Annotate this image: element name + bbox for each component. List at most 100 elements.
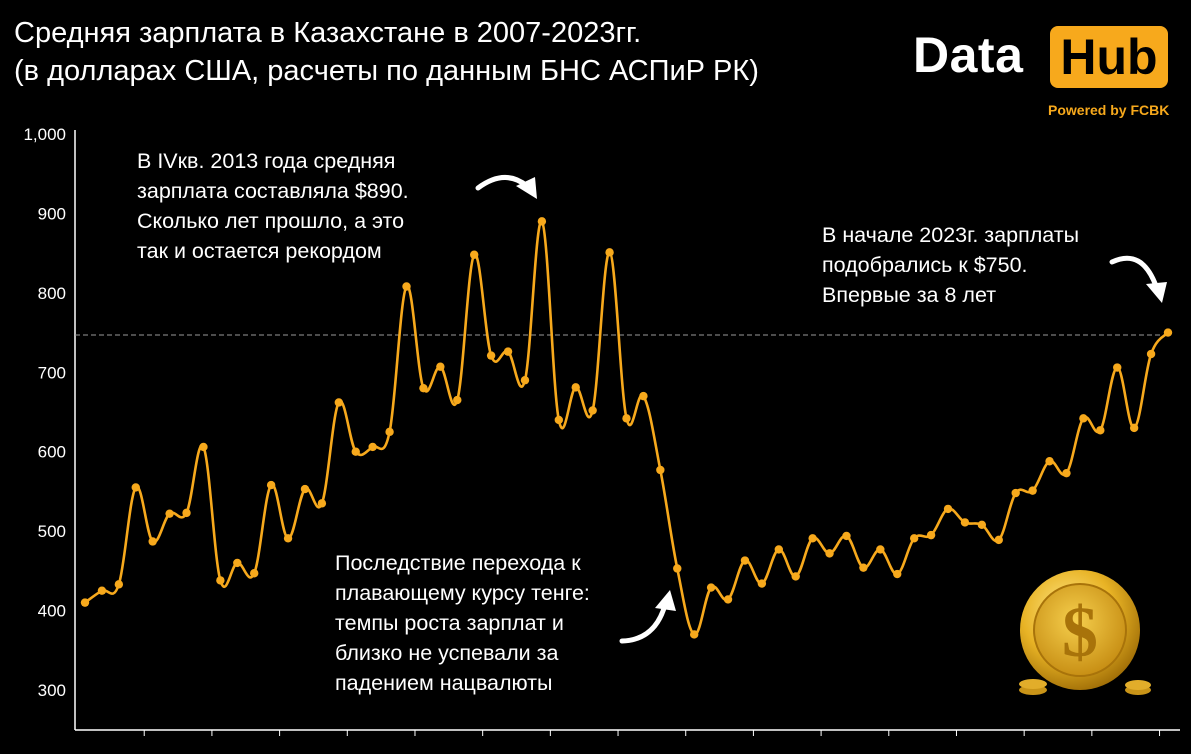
data-point xyxy=(351,447,360,456)
annotation-line: темпы роста зарплат и xyxy=(335,611,564,635)
data-point xyxy=(656,465,665,475)
data-point xyxy=(774,545,783,554)
data-point xyxy=(148,537,157,546)
data-point xyxy=(537,217,547,226)
data-point xyxy=(334,398,344,407)
data-point xyxy=(233,558,242,568)
data-point xyxy=(689,630,699,639)
data-point xyxy=(909,534,919,543)
annotation-line: В IVкв. 2013 года средняя xyxy=(137,149,396,173)
data-point xyxy=(1045,457,1054,466)
data-point xyxy=(1062,468,1071,478)
data-point xyxy=(723,595,733,604)
annotation-devaluation: Последствие перехода к плавающему курсу … xyxy=(335,548,590,698)
annotation-line: плавающему курсу тенге: xyxy=(335,581,590,605)
annotation-record-peak: В IVкв. 2013 года средняя зарплата соста… xyxy=(137,146,409,266)
data-point xyxy=(520,376,530,385)
datahub-logo: Data Hub Powered by FCBK xyxy=(910,16,1176,124)
data-point xyxy=(199,442,208,452)
logo-hub-text: Hub xyxy=(1050,26,1168,88)
data-point xyxy=(588,406,597,415)
data-point xyxy=(605,248,614,257)
chart-axes xyxy=(74,130,1180,731)
data-point xyxy=(1011,488,1020,498)
y-tick-label: 1,000 xyxy=(23,125,66,144)
data-point xyxy=(1096,426,1105,435)
data-point xyxy=(1163,328,1173,337)
y-tick-label: 500 xyxy=(38,522,66,541)
logo-data-text: Data xyxy=(913,27,1024,83)
data-point xyxy=(842,531,851,541)
annotation-line: Последствие перехода к xyxy=(335,551,581,575)
subtitle-line-2: (в долларах США, расчеты по данным БНС А… xyxy=(14,55,759,87)
data-point xyxy=(1129,423,1139,433)
title-line-1: Средняя зарплата в Казахстане в 2007-202… xyxy=(14,17,642,49)
data-point xyxy=(503,347,513,356)
curved-arrow-icon xyxy=(619,590,676,644)
data-point xyxy=(706,583,716,592)
y-tick-label: 900 xyxy=(38,204,66,223)
curved-arrow-icon xyxy=(1109,255,1167,303)
dollar-coin-icon: $ xyxy=(1019,570,1151,695)
svg-text:$: $ xyxy=(1062,592,1098,672)
data-point xyxy=(453,395,462,405)
data-point xyxy=(283,534,293,543)
data-point xyxy=(436,362,445,371)
y-tick-label: 400 xyxy=(38,602,66,621)
data-point xyxy=(859,563,868,572)
data-point xyxy=(266,480,276,490)
data-point xyxy=(825,549,834,558)
data-point xyxy=(893,569,902,579)
data-point xyxy=(402,282,411,291)
data-point xyxy=(740,556,750,565)
data-point xyxy=(960,518,970,527)
curved-arrow-icon xyxy=(475,175,537,199)
logo-powered-by: Powered by FCBK xyxy=(1048,102,1170,118)
annotation-line: В начале 2023г. зарплаты xyxy=(822,223,1080,247)
data-point xyxy=(571,383,580,392)
data-point xyxy=(994,535,1003,545)
data-point xyxy=(1113,363,1122,372)
chart-title: Средняя зарплата в Казахстане в 2007-202… xyxy=(14,14,759,90)
data-point xyxy=(182,508,191,518)
data-point xyxy=(165,509,174,518)
data-point xyxy=(131,483,140,492)
data-point xyxy=(673,564,682,573)
y-tick-label: 800 xyxy=(38,284,66,303)
data-point xyxy=(554,415,564,425)
annotation-line: Впервые за 8 лет xyxy=(822,283,997,307)
data-point xyxy=(639,391,648,401)
data-point xyxy=(757,579,767,588)
data-point xyxy=(368,442,377,452)
data-point xyxy=(622,414,631,423)
series-line xyxy=(84,220,1170,636)
annotation-2023: В начале 2023г. зарплаты подобрались к $… xyxy=(822,220,1079,310)
annotation-line: Сколько лет прошло, а это xyxy=(137,209,405,233)
data-points xyxy=(80,217,1173,639)
annotation-line: зарплата составляла $890. xyxy=(137,179,409,203)
data-point xyxy=(300,484,310,494)
data-point xyxy=(876,545,885,554)
data-point xyxy=(486,351,496,360)
data-point xyxy=(317,499,327,508)
data-point xyxy=(808,534,817,543)
data-point xyxy=(80,598,90,607)
data-point xyxy=(419,383,428,393)
annotation-line: подобрались к $750. xyxy=(822,253,1028,277)
annotation-line: падением нацвалюты xyxy=(335,671,553,695)
data-point xyxy=(216,576,225,585)
data-point xyxy=(1079,414,1088,423)
data-point xyxy=(114,580,124,589)
x-tick-marks xyxy=(143,730,1161,736)
annotation-line: так и остается рекордом xyxy=(137,239,382,263)
data-point xyxy=(250,569,259,578)
data-point xyxy=(385,427,394,437)
data-point xyxy=(97,586,107,595)
annotation-line: близко не успевали за xyxy=(335,641,559,665)
y-tick-label: 300 xyxy=(38,681,66,700)
data-point xyxy=(791,572,800,581)
y-tick-label: 600 xyxy=(38,443,66,462)
data-point xyxy=(1028,486,1037,495)
data-point xyxy=(1146,349,1156,359)
